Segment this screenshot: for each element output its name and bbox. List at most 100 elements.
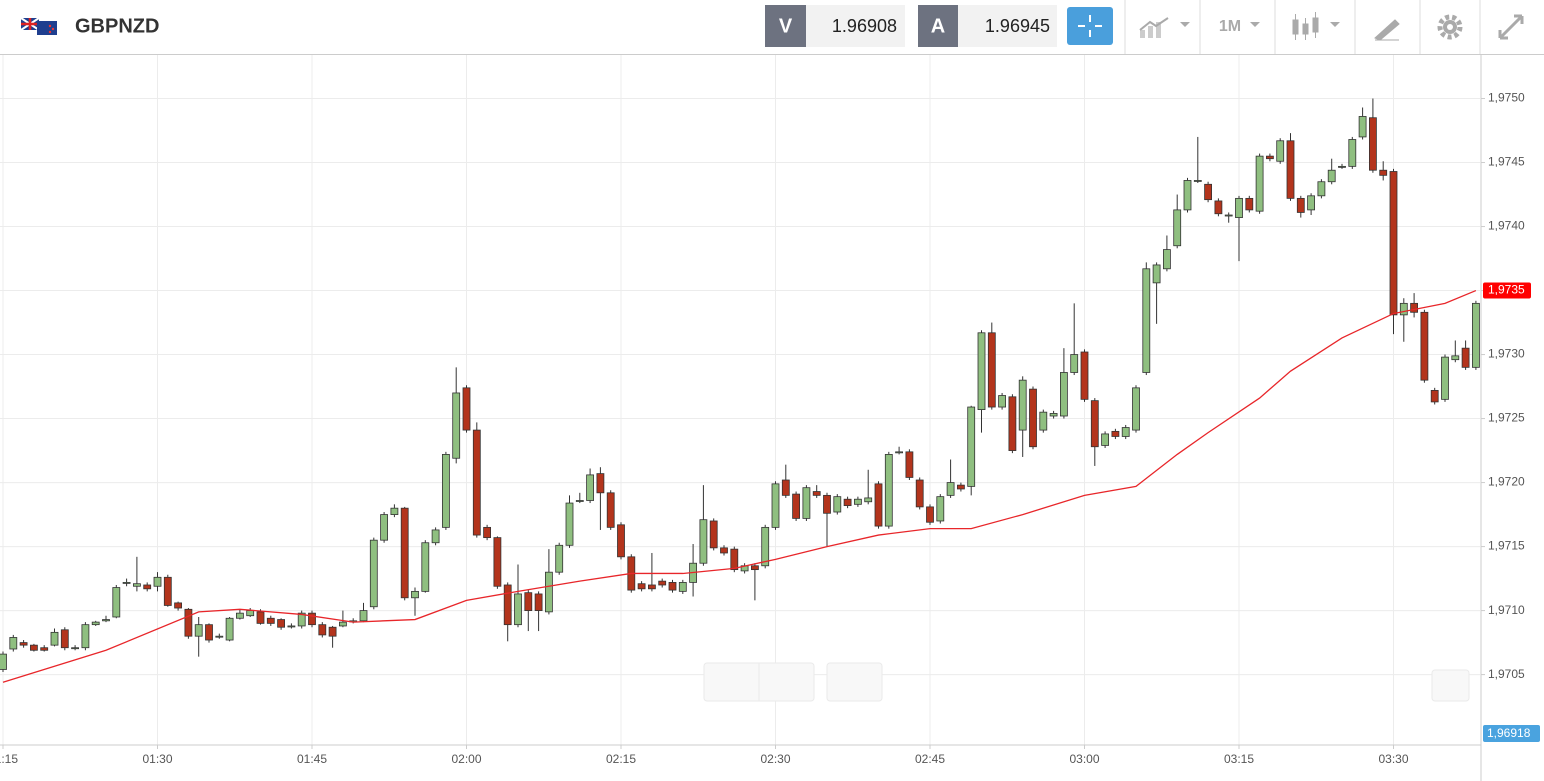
candle-body — [40, 647, 49, 651]
candle-body — [112, 587, 121, 618]
candle-body — [71, 647, 79, 650]
candle-body — [359, 610, 368, 622]
candle-body — [50, 631, 59, 646]
timeframe-caret — [1250, 22, 1260, 27]
candle-body — [1307, 195, 1315, 211]
candle-body — [328, 626, 337, 637]
reset-button[interactable] — [826, 662, 883, 702]
candle-body — [1358, 116, 1367, 138]
candle-body — [1369, 117, 1377, 171]
candle-body — [411, 590, 419, 599]
y-tick-label: 1,9720 — [1488, 475, 1525, 489]
x-tick-label: 02:45 — [915, 752, 945, 766]
candle-body — [1420, 311, 1429, 381]
candle-body — [81, 624, 90, 649]
timeframe-button[interactable]: 1M — [1219, 18, 1241, 35]
candle-body — [1173, 209, 1182, 247]
y-tick-label: 1,9725 — [1488, 411, 1525, 425]
candle-body — [287, 625, 296, 628]
chart-type-button[interactable] — [1139, 17, 1190, 38]
candle-body — [1266, 155, 1274, 160]
candle-body — [751, 565, 759, 571]
candle-body — [1338, 165, 1346, 168]
candle-body — [132, 583, 141, 587]
bid-box — [806, 5, 905, 47]
ask-price: 1.96945 — [985, 16, 1050, 36]
candle-body — [1008, 396, 1017, 451]
candle-body — [1049, 413, 1058, 417]
candle-body — [441, 454, 450, 528]
candle-body — [514, 593, 522, 626]
candle-body — [29, 644, 38, 651]
candle-body — [184, 608, 193, 637]
candle-body — [390, 507, 399, 515]
y-tick-label: 1,9740 — [1488, 219, 1525, 233]
candle-style-button[interactable] — [1292, 12, 1340, 40]
candle-body — [967, 406, 976, 487]
candle-body — [1193, 180, 1202, 182]
candle-body — [380, 514, 389, 541]
symbol: GBPNZD — [75, 15, 159, 37]
candle-body — [225, 617, 234, 641]
x-tick-label: 02:00 — [451, 752, 481, 766]
bid-price: 1.96908 — [832, 16, 897, 36]
candle-body — [720, 547, 728, 554]
candle-body — [1451, 355, 1460, 361]
candle-body — [987, 332, 996, 408]
candle-body — [235, 612, 244, 619]
bid-button[interactable] — [765, 5, 806, 47]
candle-body — [864, 497, 873, 503]
candle-body — [205, 624, 213, 641]
candle-body — [1317, 181, 1326, 197]
fullscreen-button[interactable] — [1498, 14, 1524, 40]
y-tick-label: 1,9715 — [1488, 539, 1525, 553]
candle-body — [998, 395, 1006, 408]
candle-body — [957, 484, 965, 490]
candle-body — [823, 494, 831, 514]
candle-body — [308, 612, 316, 626]
candle-body — [174, 602, 183, 609]
bid-price-tag — [1483, 725, 1540, 742]
x-tick-label: 01:30 — [142, 752, 172, 766]
candle-body — [1132, 387, 1140, 431]
candle-body — [874, 483, 883, 527]
draw-tool-button[interactable] — [1374, 19, 1400, 41]
settings-button[interactable] — [1437, 14, 1463, 40]
candle-body — [297, 612, 306, 627]
separators — [1124, 0, 1481, 54]
candle-body — [1039, 411, 1048, 431]
candle-body — [256, 611, 265, 624]
candle-body — [936, 496, 945, 522]
candle-body — [792, 493, 800, 519]
candle-body — [905, 451, 914, 478]
candle-body — [977, 332, 986, 411]
scroll-button[interactable] — [1431, 669, 1470, 702]
candle-body — [524, 592, 533, 611]
moving-average — [2, 289, 1477, 683]
candle-body — [1286, 140, 1295, 199]
candle-body — [1121, 427, 1130, 437]
crosshair-button[interactable] — [1067, 7, 1113, 45]
candle-body — [277, 619, 286, 628]
ask-button[interactable] — [918, 5, 958, 47]
candle-body — [266, 617, 275, 624]
candle-body — [709, 520, 718, 549]
candle-body — [122, 582, 131, 584]
candle-body — [91, 621, 100, 626]
candle-body — [431, 529, 440, 544]
candle-body — [648, 584, 656, 590]
candle-body — [1296, 197, 1305, 213]
ask-label: A — [931, 15, 945, 37]
candle-body — [1080, 351, 1089, 400]
candle-body — [843, 498, 852, 507]
candle-body — [1430, 389, 1439, 403]
x-tick-label: 01:45 — [297, 752, 327, 766]
candle-body — [1327, 169, 1336, 183]
candle-body — [545, 571, 553, 613]
candle-body — [421, 542, 430, 592]
candle-body — [1204, 183, 1212, 201]
y-tick-label: 1,9705 — [1488, 667, 1525, 681]
candle-body — [318, 624, 327, 636]
bid-price-label: 1,96918 — [1487, 726, 1531, 740]
candle-body — [1235, 197, 1243, 218]
